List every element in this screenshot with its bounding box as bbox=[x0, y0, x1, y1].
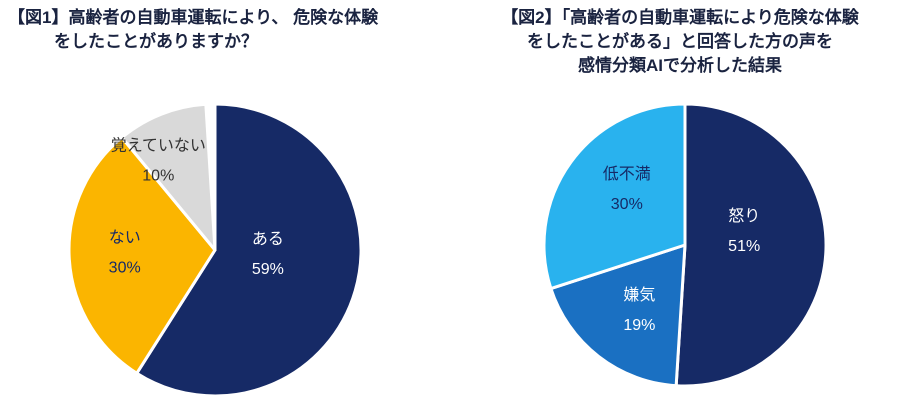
pie-slice bbox=[120, 102, 217, 252]
pie-slice bbox=[67, 136, 217, 375]
chart-1-title: 【図1】高齢者の自動車運転により、 危険な体験をしたことがありますか？ bbox=[8, 6, 448, 54]
slice-percent: 10% bbox=[142, 167, 174, 184]
slice-label: 怒り bbox=[728, 207, 760, 225]
pie-chart-2: 怒り 51% 嫌気 19% 低不満 30% bbox=[542, 102, 828, 388]
pie-slice bbox=[549, 243, 687, 388]
slice-label: 低不満 bbox=[603, 165, 651, 183]
slice-label: 覚えていない bbox=[111, 136, 206, 154]
chart-title-line: 【図1】高齢者の自動車運転により、 危険な体験 bbox=[8, 8, 379, 27]
chart-title-line: をしたことがありますか？ bbox=[54, 32, 258, 51]
pie-slice bbox=[674, 102, 828, 388]
pie-slice bbox=[135, 102, 363, 398]
chart-2-title: 【図2】「高齢者の自動車運転により危険な体験 をしたことがある」と回答した方の声を… bbox=[470, 6, 890, 78]
slice-percent: 30% bbox=[611, 196, 643, 213]
chart-title-line: 感情分類AIで分析した結果 bbox=[578, 56, 782, 75]
pie-slice bbox=[542, 102, 687, 291]
slice-label: 嫌気 bbox=[623, 286, 655, 304]
slice-percent: 19% bbox=[623, 317, 655, 334]
slice-percent: 59% bbox=[252, 261, 284, 278]
slice-label: ある bbox=[252, 230, 284, 248]
slice-percent: 51% bbox=[728, 238, 760, 255]
slice-label: ない bbox=[109, 229, 141, 247]
chart-title-line: 【図2】「高齢者の自動車運転により危険な体験 bbox=[501, 8, 859, 27]
slice-percent: 30% bbox=[109, 260, 141, 277]
pie-chart-1: ある 59% ない 30% 覚えていない 10% bbox=[67, 102, 363, 398]
chart-title-line: をしたことがある」と回答した方の声を bbox=[527, 32, 833, 51]
